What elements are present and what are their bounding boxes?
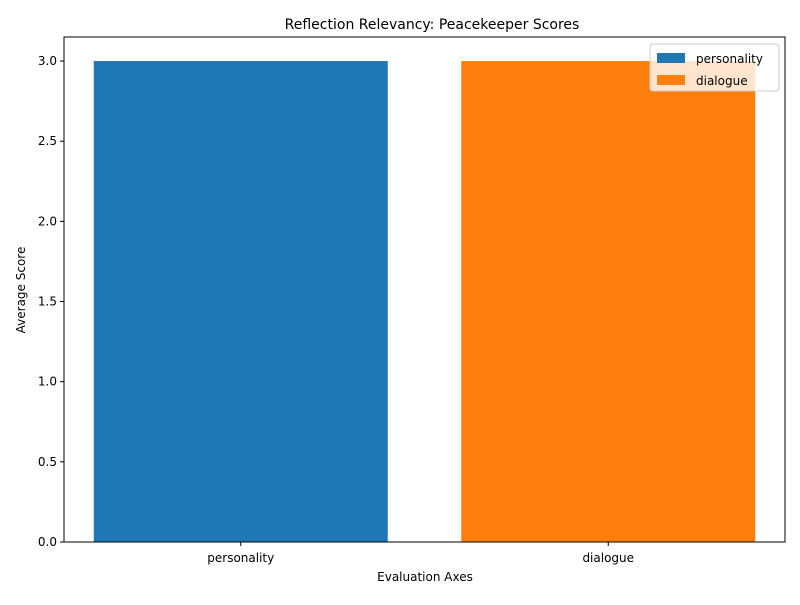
y-tick-label: 0.5 [38, 455, 57, 469]
x-tick-label-dialogue: dialogue [582, 551, 634, 565]
legend-label-personality: personality [696, 52, 763, 66]
plot-area-frame [63, 36, 786, 543]
y-axis-ticks: 0.0 0.5 1.0 1.5 2.0 2.5 3.0 [38, 54, 64, 549]
y-tick-label: 0.0 [38, 535, 57, 549]
bar-dialogue [461, 61, 756, 543]
legend-label-dialogue: dialogue [696, 74, 748, 88]
x-tick-label-personality: personality [207, 551, 274, 565]
x-axis-label: Evaluation Axes [377, 570, 473, 584]
legend: personality dialogue [649, 43, 780, 92]
bar-personality [93, 61, 388, 543]
y-tick-label: 2.0 [38, 214, 57, 228]
y-tick-label: 2.5 [38, 134, 57, 148]
y-axis-label: Average Score [14, 247, 28, 334]
y-tick-label: 1.0 [38, 375, 57, 389]
legend-swatch-personality [657, 53, 685, 63]
chart-title: Reflection Relevancy: Peacekeeper Scores [285, 17, 580, 33]
legend-entries: personality dialogue [657, 52, 763, 88]
y-tick-label: 1.5 [38, 295, 57, 309]
bars-group [93, 61, 756, 543]
x-axis-ticks: personality dialogue [207, 542, 634, 565]
y-tick-label: 3.0 [38, 54, 57, 68]
legend-swatch-dialogue [657, 75, 685, 85]
